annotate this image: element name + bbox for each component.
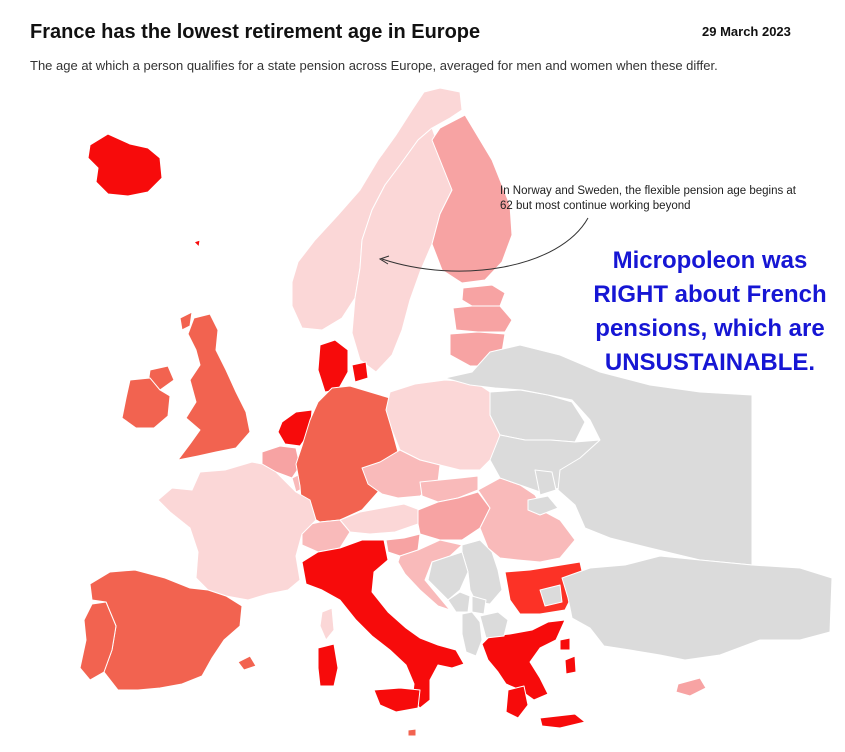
country-shape (461, 284, 506, 307)
overlay-line-1: Micropoleon was (612, 247, 808, 274)
overlay-caption: Micropoleon was RIGHT about French pensi… (560, 244, 845, 380)
country-shape (373, 687, 421, 713)
country-estonia (461, 284, 506, 307)
country-shape (397, 539, 463, 611)
country-shape (559, 637, 571, 651)
country-north-macedonia (479, 611, 509, 639)
country-germany (295, 385, 399, 523)
country-shape (447, 591, 471, 613)
country-shape (675, 677, 707, 697)
country-shape (301, 519, 351, 553)
country-shape (461, 611, 483, 657)
annotation-arrowhead (378, 255, 390, 265)
country-shape (444, 344, 753, 566)
country-finland (431, 114, 513, 284)
country-greece (481, 619, 586, 729)
country-switzerland (301, 519, 351, 553)
country-albania (461, 611, 483, 657)
overlay-line-3: pensions, which are (595, 315, 825, 342)
country-kosovo (471, 595, 487, 615)
country-shape (121, 377, 171, 429)
country-shape (301, 539, 465, 709)
country-croatia (397, 539, 463, 611)
country-shape (295, 385, 399, 523)
country-shape (87, 133, 163, 197)
country-shape (237, 655, 257, 671)
country-shape (317, 643, 339, 687)
country-shape (452, 305, 513, 333)
country-shape (407, 728, 417, 737)
country-turkey (539, 555, 833, 661)
country-shape (539, 584, 563, 607)
overlay-line-2: RIGHT about French (593, 281, 827, 308)
country-shape (193, 239, 201, 248)
country-moldova (534, 469, 557, 496)
country-shape (179, 311, 193, 331)
country-ukraine (489, 434, 601, 516)
country-hungary (417, 491, 491, 541)
country-shape (479, 611, 509, 639)
country-shape (477, 477, 576, 563)
country-montenegro (447, 591, 471, 613)
country-shape (351, 361, 369, 383)
country-iceland (87, 133, 201, 248)
country-shape (481, 619, 566, 701)
country-shape (427, 551, 469, 601)
country-denmark (317, 339, 369, 393)
annotation-arrow (381, 217, 589, 272)
publication-date: 29 March 2023 (702, 24, 791, 39)
country-shape (564, 655, 577, 675)
country-bosnia-and-herzegovina (427, 551, 469, 601)
country-shape (561, 555, 833, 661)
country-cyprus (675, 677, 707, 697)
map-title: France has the lowest retirement age in … (30, 21, 481, 43)
country-romania (477, 477, 576, 563)
country-russia (444, 344, 753, 566)
country-malta (407, 728, 417, 737)
annotation-line-2: 62 but most continue working beyond (500, 200, 691, 212)
country-shape (79, 601, 117, 681)
country-shape (471, 595, 487, 615)
country-italy (301, 539, 465, 713)
country-shape (527, 495, 559, 516)
country-shape (319, 607, 335, 641)
country-shape (177, 313, 251, 461)
country-shape (431, 114, 513, 284)
country-united-kingdom (147, 311, 251, 461)
norway-sweden-annotation: In Norway and Sweden, the flexible pensi… (500, 184, 820, 214)
annotation-line-1: In Norway and Sweden, the flexible pensi… (500, 185, 797, 197)
country-france (157, 461, 335, 641)
country-shape (417, 491, 491, 541)
overlay-line-4: UNSUSTAINABLE. (604, 349, 816, 376)
country-shape (505, 685, 529, 719)
country-shape (534, 469, 557, 496)
country-shape (539, 713, 586, 729)
country-portugal (79, 601, 117, 681)
country-shape (317, 339, 349, 393)
country-ireland (121, 377, 171, 429)
country-latvia (452, 305, 513, 333)
country-shape (157, 461, 317, 601)
map-subtitle: The age at which a person qualifies for … (30, 58, 718, 73)
